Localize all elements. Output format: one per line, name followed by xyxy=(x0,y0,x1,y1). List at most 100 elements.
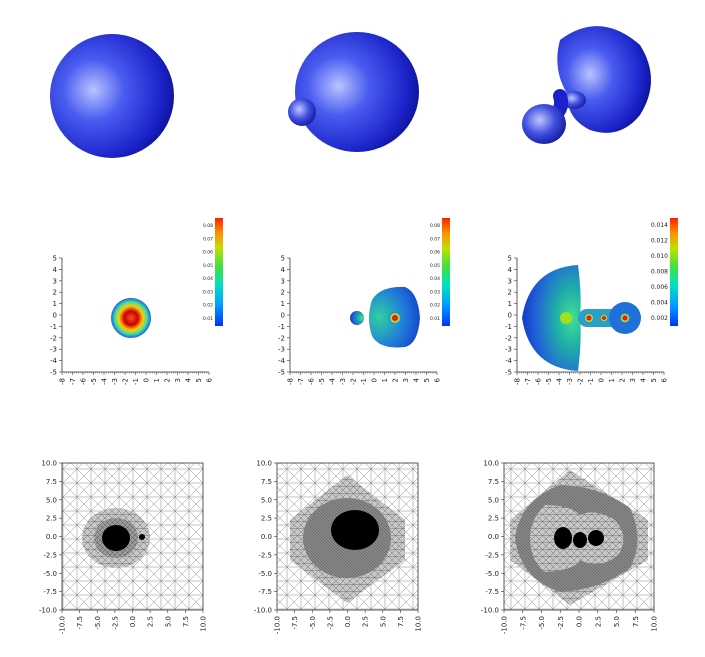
y-tick-label: -5 xyxy=(278,369,285,377)
mesh-y-tick-label: -2.5 xyxy=(485,551,499,559)
colorbar-2 xyxy=(442,218,450,326)
mesh-x-tick-label: -10.0 xyxy=(501,616,509,634)
x-tick-label: -1 xyxy=(360,378,368,385)
y-tick-label: 3 xyxy=(281,277,285,285)
surface-panel-2 xyxy=(288,32,419,152)
x-tick-label: 1 xyxy=(381,378,389,382)
mesh-y-tick-label: 5.0 xyxy=(261,496,272,504)
mesh-y-tick-label: -7.5 xyxy=(258,588,272,596)
x-tick-label: -7 xyxy=(524,378,532,385)
mesh-y-tick-label: 0.0 xyxy=(261,533,272,541)
mesh-y-tick-label: 10.0 xyxy=(41,460,57,468)
y-tick-label: 3 xyxy=(53,277,57,285)
mesh-y-tick-label: 7.5 xyxy=(46,478,57,486)
colorbar-tick-label: 0.01 xyxy=(203,316,213,322)
mesh-x-tick-label: -5.0 xyxy=(538,616,546,630)
mesh-y-tick-label: 7.5 xyxy=(488,478,499,486)
y-tick-label: -3 xyxy=(278,346,285,354)
colorbar-tick-label: 0.02 xyxy=(430,303,440,309)
x-tick-label: 5 xyxy=(650,378,658,382)
colorbar-tick-label: 0.04 xyxy=(430,276,440,282)
x-tick-label: -7 xyxy=(297,378,305,385)
mesh-y-tick-label: -7.5 xyxy=(485,588,499,596)
mesh-y-tick-label: 5.0 xyxy=(488,496,499,504)
mesh-y-tick-label: 2.5 xyxy=(46,515,57,523)
y-tick-label: 5 xyxy=(508,255,512,263)
mesh-x-tick-label: 2.5 xyxy=(594,616,602,627)
mesh-y-tick-label: -2.5 xyxy=(258,551,272,559)
x-tick-label: 2 xyxy=(619,378,627,382)
x-tick-label: -2 xyxy=(577,378,585,385)
y-tick-label: 4 xyxy=(281,266,286,274)
mesh-x-tick-label: 10.0 xyxy=(200,616,208,632)
surface-panel-1 xyxy=(50,34,174,158)
x-tick-label: -7 xyxy=(69,378,77,385)
y-tick-label: -1 xyxy=(505,323,512,331)
colorbar-1 xyxy=(215,218,223,326)
mesh-y-tick-label: -10.0 xyxy=(481,607,499,615)
mesh-y-tick-label: -10.0 xyxy=(254,607,272,615)
colorbar-2-ticks: 0.08 0.07 0.06 0.05 0.04 0.03 0.02 0.01 xyxy=(430,223,440,322)
mesh-x-tick-label: -2.5 xyxy=(557,616,565,630)
colorbar-tick-label: 0.04 xyxy=(203,276,213,282)
mesh-y-tick-label: 2.5 xyxy=(261,515,272,523)
mesh-x-tick-label: 2.5 xyxy=(147,616,155,627)
x-tick-label: 4 xyxy=(640,377,648,382)
mesh-y-tick-label: -5.0 xyxy=(485,570,499,578)
x-tick-label: -3 xyxy=(111,378,119,385)
x-tick-label: -5 xyxy=(90,378,98,385)
mesh-x-tick-label: 7.5 xyxy=(397,616,405,627)
mesh-x-tick-label: -5.0 xyxy=(94,616,102,630)
mesh-x-tick-label: 0.0 xyxy=(129,616,137,627)
y-tick-label: 2 xyxy=(508,289,512,297)
x-tick-label: 0 xyxy=(598,378,606,382)
x-tick-label: -5 xyxy=(545,378,553,385)
mesh-x-tick-label: 10.0 xyxy=(415,616,423,632)
y-tick-label: 4 xyxy=(53,266,58,274)
y-tick-label: 5 xyxy=(53,255,57,263)
mesh-panel-3: 10.0 7.5 5.0 2.5 0.0 -2.5 -5.0 -7.5 -10.0-10.0 -7… xyxy=(481,460,659,635)
x-tick-label: -2 xyxy=(122,378,130,385)
mesh-x-tick-label: -10.0 xyxy=(59,616,67,634)
colorbar-tick-label: 0.05 xyxy=(430,263,440,269)
y-tick-label: 2 xyxy=(281,289,285,297)
colorbar-tick-label: 0.010 xyxy=(651,253,668,260)
x-tick-label: -5 xyxy=(318,378,326,385)
y-tick-label: 0 xyxy=(508,312,512,320)
colorbar-tick-label: 0.07 xyxy=(203,236,213,242)
y-tick-label: -2 xyxy=(278,334,285,342)
mesh-y-tick-label: -7.5 xyxy=(43,588,57,596)
mesh-y-tick-label: -10.0 xyxy=(39,607,57,615)
y-tick-label: 0 xyxy=(281,312,285,320)
y-tick-label: -5 xyxy=(50,369,57,377)
x-tick-label: 0 xyxy=(143,378,151,382)
mesh-x-tick-label: -7.5 xyxy=(519,616,527,630)
colorbar-3 xyxy=(670,218,678,326)
x-tick-label: 6 xyxy=(661,377,669,382)
y-tick-label: 1 xyxy=(53,300,57,308)
x-tick-label: -4 xyxy=(101,377,109,385)
mesh-y-tick-label: -5.0 xyxy=(43,570,57,578)
y-tick-label: 4 xyxy=(508,266,513,274)
colorbar-tick-label: 0.07 xyxy=(430,236,440,242)
x-tick-label: -8 xyxy=(59,378,67,385)
x-tick-label: 3 xyxy=(402,378,410,382)
mesh-x-tick-label: -2.5 xyxy=(326,616,334,630)
y-tick-label: -2 xyxy=(50,334,57,342)
y-tick-label: -1 xyxy=(278,323,285,331)
x-tick-label: 4 xyxy=(413,377,421,382)
colorbar-tick-label: 0.014 xyxy=(651,222,668,229)
colorbar-tick-label: 0.03 xyxy=(203,289,213,295)
x-tick-label: 6 xyxy=(434,377,442,382)
y-tick-label: 3 xyxy=(508,277,512,285)
mesh-y-tick-label: 0.0 xyxy=(488,533,499,541)
x-tick-label: -4 xyxy=(329,377,337,385)
y-tick-label: -2 xyxy=(505,334,512,342)
mesh-x-tick-label: -7.5 xyxy=(291,616,299,630)
